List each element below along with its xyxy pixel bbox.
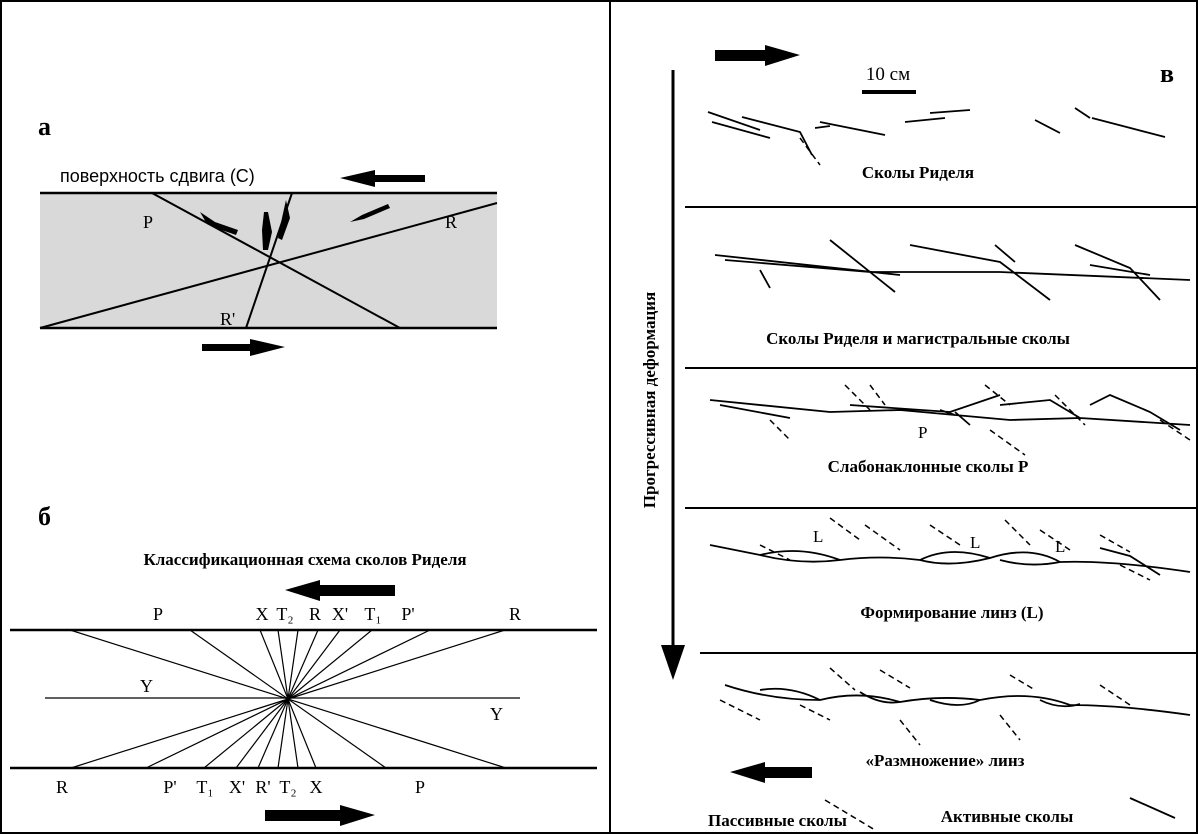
fracture-rays: [70, 630, 506, 768]
shear-arrow: [285, 580, 395, 601]
stage-caption: Формирование линз (L): [860, 603, 1043, 622]
axis-label: Прогрессивная деформация: [640, 292, 659, 508]
lens-label: L: [1055, 537, 1065, 556]
stage-caption: Сколы Риделя и магистральные сколы: [766, 329, 1070, 348]
bottom-label: R: [56, 777, 68, 797]
frame: [1, 1, 1197, 833]
bottom-label: X: [310, 777, 323, 797]
legend-active: Активные сколы: [941, 807, 1073, 826]
top-label: T₂: [276, 604, 293, 624]
stage-caption: Слабонаклонные сколы P: [828, 457, 1029, 476]
band-edges: [10, 630, 597, 768]
p-label: P: [918, 423, 927, 442]
top-label: X: [256, 604, 269, 624]
shear-arrow: [715, 45, 800, 66]
panel-label: а: [38, 112, 51, 141]
lens-label: L: [813, 527, 823, 546]
bottom-label: R': [255, 777, 270, 797]
bottom-label: X': [229, 777, 245, 797]
top-label: R: [309, 604, 321, 624]
panel-label: в: [1160, 59, 1174, 88]
bottom-label: P': [163, 777, 176, 797]
lens-label: L: [970, 533, 980, 552]
r-label: R: [445, 212, 457, 232]
scale-label: 10 см: [866, 64, 910, 85]
passive-sketches: [720, 138, 1190, 830]
stage-caption: Сколы Риделя: [862, 163, 974, 182]
bottom-label: T₁: [196, 777, 213, 797]
figure: а поверхность сдвига (C) P R R' б Класси…: [0, 0, 1198, 834]
y-label: Y: [490, 704, 503, 724]
p-label: P: [143, 212, 153, 232]
top-label: P': [401, 604, 414, 624]
shear-arrow: [265, 805, 375, 826]
top-label: X': [332, 604, 348, 624]
bottom-label: P: [415, 777, 425, 797]
top-label: T₁: [364, 604, 381, 624]
panel-label: б: [38, 502, 51, 531]
surface-label: поверхность сдвига (C): [60, 166, 255, 186]
top-label: R: [509, 604, 521, 624]
r-prime-label: R': [220, 309, 235, 329]
y-label: Y: [140, 676, 153, 696]
progress-arrowhead: [661, 645, 685, 680]
panel-title: Классификационная схема сколов Риделя: [143, 550, 466, 569]
top-label: P: [153, 604, 163, 624]
stage-caption: «Размножение» линз: [866, 751, 1025, 770]
bottom-label: T₂: [279, 777, 296, 797]
legend-passive: Пассивные сколы: [708, 811, 847, 830]
shear-arrow: [730, 762, 812, 783]
